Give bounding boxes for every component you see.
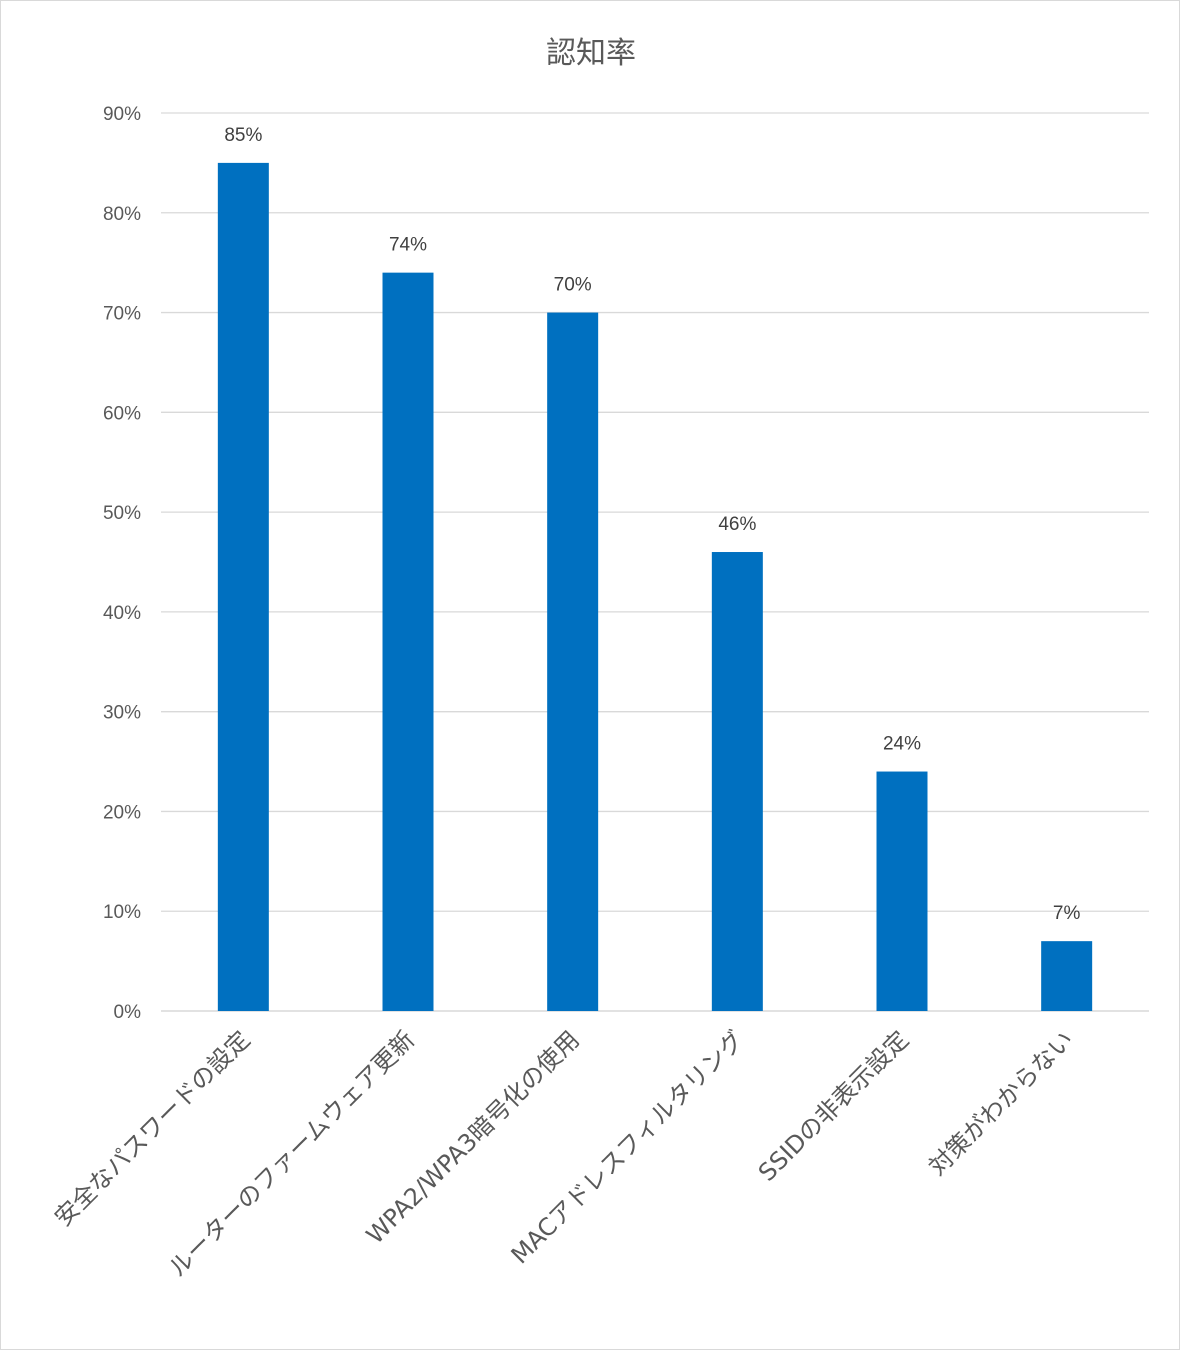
y-tick-label: 60%: [103, 403, 141, 424]
data-label: 24%: [883, 734, 921, 755]
data-label: 46%: [718, 514, 756, 535]
x-category-label: SSIDの非表示設定: [753, 1025, 914, 1186]
y-tick-label: 90%: [103, 104, 141, 125]
bar: [547, 312, 599, 1011]
data-label: 70%: [554, 275, 592, 296]
y-tick-label: 80%: [103, 204, 141, 225]
x-category-label: 対策がわからない: [923, 1025, 1079, 1181]
bar: [382, 272, 434, 1012]
data-label: 74%: [389, 235, 427, 256]
data-label: 85%: [224, 125, 262, 146]
y-tick-label: 40%: [103, 603, 141, 624]
y-tick-label: 50%: [103, 503, 141, 524]
data-label: 7%: [1053, 903, 1081, 924]
bar: [876, 771, 928, 1011]
bar: [217, 162, 269, 1011]
bar: [711, 552, 763, 1011]
bar: [1041, 941, 1093, 1011]
y-tick-label: 70%: [103, 304, 141, 325]
y-tick-label: 0%: [114, 1002, 142, 1023]
chart-title: 認知率: [546, 36, 636, 71]
y-tick-label: 20%: [103, 802, 141, 823]
y-tick-label: 10%: [103, 902, 141, 923]
y-tick-label: 30%: [103, 703, 141, 724]
